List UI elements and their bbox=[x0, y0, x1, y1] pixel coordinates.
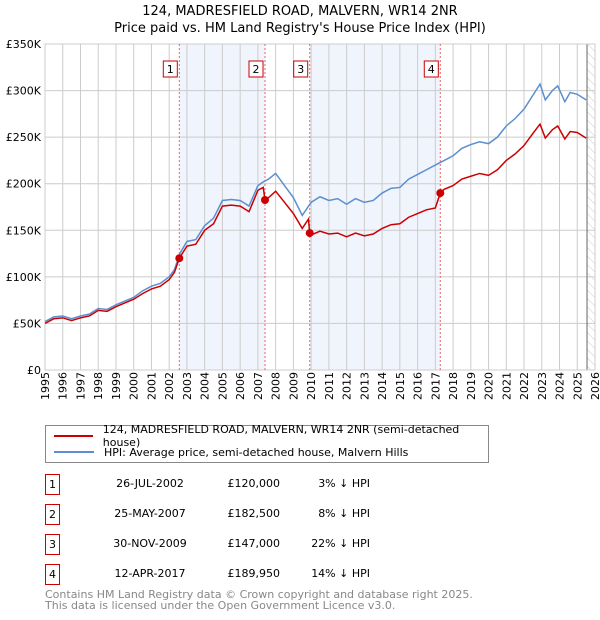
sale-label-box bbox=[162, 60, 178, 78]
x-tick-label: 2004 bbox=[199, 372, 212, 400]
x-tick-label: 1996 bbox=[57, 372, 70, 400]
x-tick-label: 2007 bbox=[252, 372, 265, 400]
y-tick-label: £150K bbox=[6, 224, 42, 237]
x-tick-label: 2000 bbox=[128, 372, 141, 400]
y-tick-label: £0 bbox=[27, 364, 41, 377]
sale-hpi-diff: 14% ↓ HPI bbox=[311, 567, 370, 580]
hpi-line bbox=[44, 82, 587, 323]
x-tick-label: 2014 bbox=[376, 372, 389, 400]
shaded-period bbox=[309, 44, 441, 370]
x-tick-label: 2025 bbox=[571, 372, 584, 400]
legend-item-price: 124, MADRESFIELD ROAD, MALVERN, WR14 2NR… bbox=[54, 423, 488, 449]
sale-number: 3 bbox=[45, 534, 60, 555]
y-tick-label: £200K bbox=[6, 178, 42, 191]
sale-hpi-diff: 3% ↓ HPI bbox=[318, 477, 370, 490]
x-tick-label: 2012 bbox=[341, 372, 354, 400]
y-tick-label: £100K bbox=[6, 271, 42, 284]
sale-label-number: 3 bbox=[297, 63, 304, 76]
x-tick-label: 2006 bbox=[234, 372, 247, 400]
sale-date: 12-APR-2017 bbox=[114, 567, 186, 580]
x-tick-label: 2011 bbox=[323, 372, 336, 400]
x-tick-label: 1995 bbox=[39, 372, 52, 400]
x-tick-label: 2026 bbox=[589, 372, 600, 400]
legend-swatch-price bbox=[54, 435, 93, 437]
sale-point bbox=[175, 254, 184, 263]
x-tick-label: 2001 bbox=[145, 372, 158, 400]
sale-point bbox=[305, 229, 314, 238]
x-tick-label: 2015 bbox=[394, 372, 407, 400]
chart-subtitle: Price paid vs. HM Land Registry's House … bbox=[114, 21, 486, 36]
price-chart: 1995 1996 1997 1998 1999 2000 2001 2002 2003 2004… bbox=[6, 38, 600, 400]
y-tick-label: £350K bbox=[6, 38, 42, 51]
legend-label-hpi: HPI: Average price, semi-detached house,… bbox=[104, 445, 409, 459]
sale-label-number: 1 bbox=[167, 63, 174, 76]
legend-label-price: 124, MADRESFIELD ROAD, MALVERN, WR14 2NR… bbox=[102, 423, 460, 449]
x-tick-label: 2005 bbox=[216, 372, 229, 400]
footer-licence: This data is licensed under the Open Gov… bbox=[45, 599, 396, 612]
x-tick-label: 2018 bbox=[447, 372, 460, 400]
x-tick-label: 2017 bbox=[429, 372, 442, 400]
sale-price: £189,950 bbox=[227, 567, 281, 580]
x-tick-label: 2019 bbox=[465, 372, 478, 400]
x-tick-label: 1998 bbox=[92, 372, 105, 400]
sale-row: 2 25-MAY-2007 £182,500 8% ↓ HPI bbox=[45, 504, 505, 526]
sale-price: £120,000 bbox=[227, 477, 281, 490]
sale-label-number: 2 bbox=[253, 63, 260, 76]
x-tick-label: 1997 bbox=[74, 372, 87, 400]
sale-label-number: 4 bbox=[428, 63, 435, 76]
sale-point bbox=[261, 196, 269, 205]
x-tick-label: 2002 bbox=[163, 372, 176, 400]
y-tick-label: £50K bbox=[13, 317, 42, 330]
footer: Contains HM Land Registry data © Crown c… bbox=[45, 589, 473, 611]
sale-label-box bbox=[423, 60, 439, 78]
legend-item-hpi: HPI: Average price, semi-detached house,… bbox=[54, 444, 408, 460]
x-tick-label: 2024 bbox=[554, 372, 567, 400]
x-tick-label: 1999 bbox=[110, 372, 123, 400]
legend: 124, MADRESFIELD ROAD, MALVERN, WR14 2NR… bbox=[45, 423, 489, 463]
x-tick-label: 2013 bbox=[358, 372, 371, 400]
x-tick-label: 2008 bbox=[270, 372, 283, 400]
sale-label-box bbox=[248, 60, 264, 78]
sale-label-box bbox=[293, 60, 309, 78]
sale-row: 1 26-JUL-2002 £120,000 3% ↓ HPI bbox=[45, 474, 505, 496]
sale-hpi-diff: 8% ↓ HPI bbox=[318, 507, 370, 520]
x-tick-label: 2016 bbox=[412, 372, 425, 400]
sale-price: £182,500 bbox=[227, 507, 281, 520]
x-tick-label: 2020 bbox=[483, 372, 496, 400]
sale-number: 2 bbox=[45, 504, 60, 525]
sale-hpi-diff: 22% ↓ HPI bbox=[311, 537, 370, 550]
sale-row: 4 12-APR-2017 £189,950 14% ↓ HPI bbox=[45, 564, 505, 586]
x-tick-label: 2023 bbox=[536, 372, 549, 400]
sale-number: 1 bbox=[45, 474, 60, 495]
x-tick-label: 2010 bbox=[305, 372, 318, 400]
y-tick-label: £250K bbox=[6, 131, 42, 144]
chart-title: 124, MADRESFIELD ROAD, MALVERN, WR14 2NR bbox=[142, 4, 458, 19]
sale-number: 4 bbox=[45, 564, 60, 585]
sale-price: £147,000 bbox=[227, 537, 281, 550]
sale-date: 30-NOV-2009 bbox=[113, 537, 187, 550]
x-tick-label: 2009 bbox=[287, 372, 300, 400]
x-tick-label: 2022 bbox=[518, 372, 531, 400]
x-tick-label: 2003 bbox=[181, 372, 194, 400]
sale-date: 25-MAY-2007 bbox=[114, 507, 186, 520]
x-tick-label: 2021 bbox=[500, 372, 513, 400]
sale-point bbox=[436, 189, 445, 198]
legend-swatch-hpi bbox=[54, 451, 94, 453]
footer-copyright: Contains HM Land Registry data © Crown c… bbox=[45, 588, 473, 601]
forecast-hatch bbox=[587, 44, 595, 370]
y-tick-label: £300K bbox=[6, 85, 42, 98]
sale-date: 26-JUL-2002 bbox=[116, 477, 184, 490]
plot-frame bbox=[44, 43, 596, 371]
sale-row: 3 30-NOV-2009 £147,000 22% ↓ HPI bbox=[45, 534, 505, 556]
